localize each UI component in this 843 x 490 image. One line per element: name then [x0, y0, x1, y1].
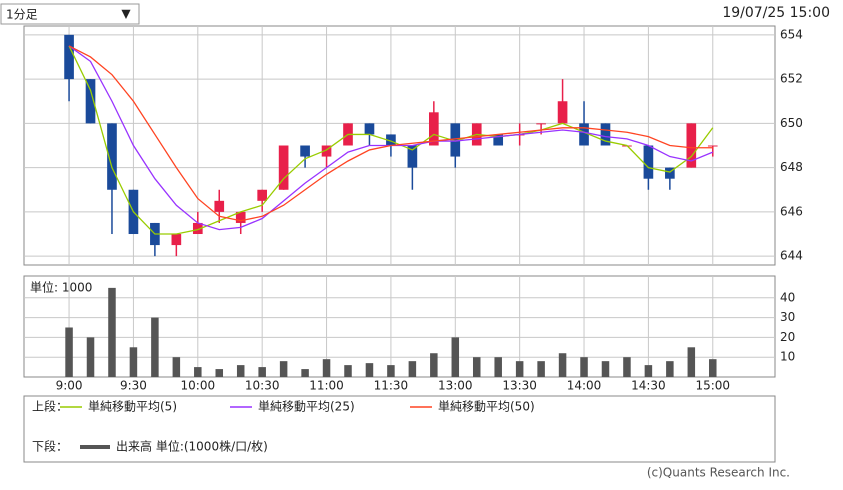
- x-tick-label: 14:30: [631, 379, 666, 393]
- volume-bar: [408, 361, 417, 377]
- volume-bar: [472, 357, 481, 377]
- y-tick-label: 40: [780, 290, 795, 304]
- ma-line: [68, 45, 714, 235]
- x-tick-label: 11:30: [374, 379, 409, 393]
- volume-bar: [236, 365, 245, 377]
- volume-bar: [558, 353, 567, 377]
- legend-label: 単純移動平均(5): [88, 400, 177, 414]
- legend-box: [23, 395, 776, 463]
- candle-body: [493, 134, 504, 146]
- candle-body: [192, 222, 203, 235]
- candle-body: [600, 123, 611, 146]
- candle-body: [450, 123, 461, 157]
- volume-bar: [258, 367, 266, 377]
- volume-bar: [644, 365, 653, 377]
- x-tick-label: 10:30: [245, 379, 280, 393]
- legend-upper-label: 上段：: [32, 399, 68, 414]
- volume-bar: [322, 359, 331, 377]
- y-tick-label: 646: [780, 204, 803, 218]
- select-arrow[interactable]: ▼: [121, 7, 131, 21]
- volume-bar: [129, 347, 138, 377]
- volume-bar: [365, 363, 374, 377]
- candle-body: [536, 123, 546, 125]
- timeframe[interactable]: 1分足: [6, 8, 38, 22]
- volume-bar: [65, 327, 73, 377]
- volume-bar: [580, 357, 588, 377]
- volume-unit: 単位: 1000: [30, 280, 92, 295]
- candle-body: [321, 145, 332, 157]
- volume-bar: [494, 357, 502, 377]
- x-tick-label: 15:00: [695, 379, 730, 393]
- candle-body: [429, 112, 439, 146]
- candle-body: [643, 145, 654, 179]
- volume-bar: [344, 365, 352, 377]
- volume-bar: [451, 337, 460, 377]
- volume-bar: [279, 361, 288, 377]
- candle-body: [579, 123, 589, 146]
- y-tick-label: 652: [780, 72, 803, 86]
- volume-bar: [387, 365, 395, 377]
- candle-body: [278, 145, 289, 190]
- volume-bar: [666, 361, 674, 377]
- timestamp: 19/07/25 15:00: [722, 5, 830, 21]
- legend-label: 出来高 単位:(1000株/口/枚): [116, 439, 268, 454]
- copyright: (c)Quants Research Inc.: [647, 466, 790, 480]
- legend-label: 単純移動平均(50): [438, 400, 535, 414]
- volume-bar: [108, 287, 116, 377]
- volume-bar: [709, 359, 717, 377]
- volume-bar: [430, 353, 438, 377]
- ma-line: [68, 45, 713, 222]
- y-tick-label: 10: [780, 350, 795, 364]
- volume-bar: [215, 369, 224, 377]
- candle-body: [64, 34, 74, 80]
- x-tick-label: 11:00: [309, 379, 344, 393]
- price-frame: [23, 25, 776, 266]
- y-tick-label: 644: [780, 249, 803, 263]
- y-tick-label: 650: [780, 116, 803, 130]
- candle-body: [300, 145, 310, 157]
- volume-frame: [23, 275, 776, 378]
- volume-bar: [537, 361, 545, 377]
- candle-body: [235, 211, 246, 223]
- volume-bar: [151, 317, 159, 377]
- candle-body: [665, 167, 675, 179]
- volume-bar: [172, 357, 181, 377]
- volume-bar: [515, 361, 524, 377]
- x-tick-label: 14:00: [567, 379, 602, 393]
- y-tick-label: 654: [780, 27, 803, 41]
- y-tick-label: 648: [780, 160, 803, 174]
- legend-label: 単純移動平均(25): [258, 400, 355, 414]
- candle-body: [386, 134, 396, 146]
- y-tick-label: 20: [780, 330, 795, 344]
- candle-body: [557, 101, 568, 124]
- volume-bar: [601, 361, 610, 377]
- x-tick-label: 9:30: [120, 379, 147, 393]
- candle-body: [364, 123, 375, 135]
- x-tick-label: 10:00: [181, 379, 216, 393]
- candle-body: [686, 123, 697, 168]
- volume-bar: [86, 337, 95, 377]
- candle-body: [107, 123, 117, 190]
- x-tick-label: 13:00: [438, 379, 473, 393]
- volume-bar: [194, 367, 202, 377]
- timeframe-select[interactable]: [0, 3, 140, 25]
- volume-bar: [623, 357, 631, 377]
- candle-body: [214, 200, 225, 212]
- x-tick-label: 13:30: [502, 379, 537, 393]
- x-tick-label: 9:00: [56, 379, 83, 393]
- candle-body: [171, 234, 182, 246]
- candle-body: [407, 145, 418, 168]
- candle-body: [85, 79, 96, 124]
- volume-bar: [687, 347, 696, 377]
- candle-body: [257, 189, 268, 201]
- y-tick-label: 30: [780, 310, 795, 324]
- legend-lower-label: 下段：: [32, 439, 68, 454]
- candle-body: [707, 145, 718, 147]
- volume-bar: [301, 369, 309, 377]
